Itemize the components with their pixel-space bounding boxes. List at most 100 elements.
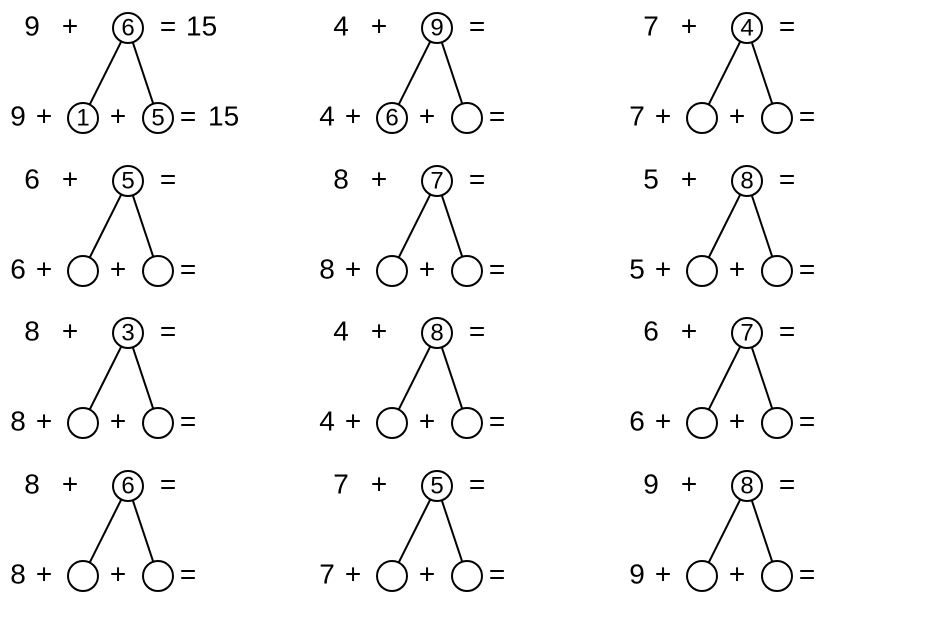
equals-sign: =	[180, 253, 196, 284]
split-left-circle	[68, 256, 98, 286]
equals-sign: =	[469, 163, 485, 194]
operand-a-expanded: 8	[10, 558, 26, 589]
plus-sign: +	[110, 405, 126, 436]
split-left-circle	[377, 561, 407, 591]
plus-sign: +	[371, 10, 387, 41]
split-left-value: 1	[76, 105, 89, 132]
plus-sign: +	[728, 558, 744, 589]
problem-cell: 4+8=4++=	[317, 309, 626, 462]
operand-a-expanded: 7	[629, 100, 645, 131]
number-bond-leg	[442, 500, 463, 562]
operand-b: 7	[431, 167, 444, 194]
operand-a: 7	[334, 468, 350, 499]
plus-sign: +	[36, 405, 52, 436]
equals-sign: =	[778, 10, 794, 41]
plus-sign: +	[345, 405, 361, 436]
equals-sign: =	[798, 100, 814, 131]
number-bond-leg	[90, 194, 122, 257]
operand-b: 5	[431, 472, 444, 499]
operand-b: 5	[121, 167, 134, 194]
split-right-circle	[762, 256, 792, 286]
equals-sign: =	[778, 163, 794, 194]
operand-b: 8	[740, 167, 753, 194]
problem-cell: 5+8=5++=	[627, 157, 936, 310]
number-bond-leg	[751, 500, 772, 562]
operand-a-expanded: 7	[320, 558, 336, 589]
plus-sign: +	[110, 100, 126, 131]
operand-a-expanded: 4	[320, 405, 336, 436]
equals-sign: =	[798, 253, 814, 284]
equals-sign: =	[160, 163, 176, 194]
problem-cell: 6+7=6++=	[627, 309, 936, 462]
number-bond-leg	[399, 346, 431, 409]
operand-a: 9	[643, 468, 659, 499]
equals-sign: =	[489, 253, 505, 284]
operand-a: 4	[334, 10, 350, 41]
equals-sign: =	[798, 558, 814, 589]
number-bond-leg	[133, 42, 154, 104]
problem-cell: 8+3=8++=	[8, 309, 317, 462]
number-bond-leg	[751, 195, 772, 257]
plus-sign: +	[62, 315, 78, 346]
split-left-circle	[68, 408, 98, 438]
operand-a-expanded: 5	[629, 253, 645, 284]
plus-sign: +	[419, 558, 435, 589]
plus-sign: +	[728, 100, 744, 131]
plus-sign: +	[62, 163, 78, 194]
operand-b: 4	[740, 15, 753, 42]
problem-cell: 9+8=9++=	[627, 462, 936, 615]
operand-a: 8	[334, 163, 350, 194]
plus-sign: +	[371, 163, 387, 194]
plus-sign: +	[419, 100, 435, 131]
operand-a: 8	[24, 468, 40, 499]
plus-sign: +	[419, 405, 435, 436]
number-bond-leg	[90, 346, 122, 409]
split-left-value: 6	[386, 105, 399, 132]
problem-cell: 9+6=159+1+5=15	[8, 4, 317, 157]
number-bond-leg	[708, 346, 740, 409]
split-left-circle	[687, 256, 717, 286]
operand-a: 6	[24, 163, 40, 194]
plus-sign: +	[654, 405, 670, 436]
number-bond-leg	[442, 347, 463, 409]
plus-sign: +	[654, 253, 670, 284]
plus-sign: +	[654, 558, 670, 589]
plus-sign: +	[371, 468, 387, 499]
split-right-circle	[762, 408, 792, 438]
equals-sign: =	[489, 100, 505, 131]
number-bond-leg	[708, 194, 740, 257]
plus-sign: +	[36, 100, 52, 131]
split-left-circle	[687, 103, 717, 133]
number-bond-leg	[708, 499, 740, 562]
equals-sign: =	[469, 315, 485, 346]
operand-a-expanded: 6	[629, 405, 645, 436]
split-right-circle	[452, 408, 482, 438]
equals-sign: =	[469, 10, 485, 41]
split-right-circle	[452, 561, 482, 591]
plus-sign: +	[110, 253, 126, 284]
plus-sign: +	[728, 253, 744, 284]
operand-a-expanded: 8	[10, 405, 26, 436]
equals-sign: =	[469, 468, 485, 499]
split-left-circle	[687, 408, 717, 438]
worksheet-grid: 9+6=159+1+5=154+9=4+6+=7+4=7++=6+5=6++=8…	[0, 0, 944, 618]
plus-sign: +	[345, 558, 361, 589]
plus-sign: +	[110, 558, 126, 589]
equals-sign: =	[489, 558, 505, 589]
operand-a: 6	[643, 315, 659, 346]
plus-sign: +	[728, 405, 744, 436]
split-right-circle	[762, 561, 792, 591]
split-left-circle	[68, 561, 98, 591]
plus-sign: +	[345, 253, 361, 284]
split-left-circle	[377, 256, 407, 286]
equals-sign: =	[778, 468, 794, 499]
top-result: 15	[186, 10, 217, 41]
number-bond-leg	[133, 195, 154, 257]
split-left-circle	[687, 561, 717, 591]
plus-sign: +	[62, 468, 78, 499]
number-bond-leg	[133, 347, 154, 409]
split-right-circle	[452, 103, 482, 133]
operand-a: 4	[334, 315, 350, 346]
plus-sign: +	[419, 253, 435, 284]
split-right-circle	[452, 256, 482, 286]
